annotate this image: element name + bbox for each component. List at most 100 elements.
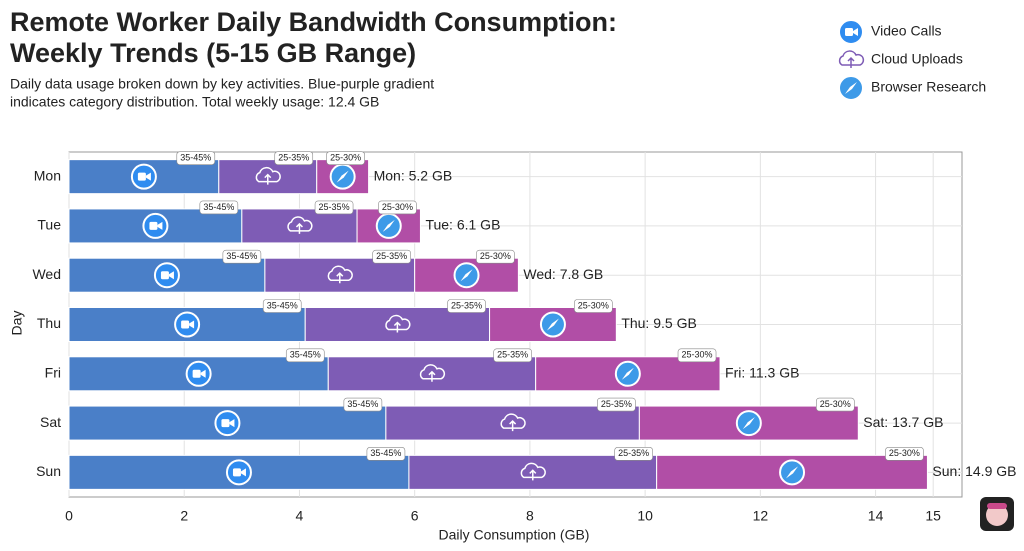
y-axis-label: Day <box>9 311 25 336</box>
range-label-bg <box>574 299 613 313</box>
icon-needle <box>460 269 473 282</box>
range-label-bg <box>476 249 515 264</box>
range-label-bg <box>262 299 302 313</box>
range-label-bg <box>885 447 924 461</box>
icon-lens <box>240 468 246 477</box>
range-label-bg <box>372 249 411 264</box>
icon-arrow <box>847 56 855 68</box>
y-tick-label: Sun <box>36 463 61 479</box>
segment-icon <box>838 19 864 45</box>
x-tick-label: 0 <box>65 508 73 524</box>
x-tick-label: 10 <box>637 508 653 524</box>
range-label-bg <box>677 348 717 363</box>
icon-lens <box>145 172 151 181</box>
range-label: 25-30% <box>889 448 920 458</box>
range-label-bg <box>447 299 486 313</box>
icon-body <box>181 320 190 329</box>
x-tick-label: 15 <box>925 508 941 524</box>
range-label: 35-45% <box>370 448 401 458</box>
range-label: 35-45% <box>203 202 234 212</box>
segment-icon <box>185 360 212 387</box>
total-label: Wed: 7.8 GB <box>523 266 603 282</box>
range-label: 35-45% <box>226 251 257 261</box>
x-axis-label: Daily Consumption (GB) <box>439 527 590 543</box>
range-label: 35-45% <box>347 399 378 409</box>
subtitle-line: Daily data usage broken down by key acti… <box>10 76 434 92</box>
range-label: 25-30% <box>820 399 851 409</box>
icon-body <box>160 271 169 280</box>
total-label: Thu: 9.5 GB <box>621 315 696 331</box>
y-tick-label: Sat <box>40 414 61 430</box>
total-label: Sun: 14.9 GB <box>932 463 1016 479</box>
icon-arrow <box>529 469 537 481</box>
total-label: Sat: 13.7 GB <box>863 414 943 430</box>
range-label-bg <box>493 348 532 363</box>
y-tick-label: Wed <box>32 266 61 282</box>
icon-cloud <box>520 462 546 479</box>
range-label: 25-35% <box>601 399 632 409</box>
legend-label: Browser Research <box>871 79 986 95</box>
range-label: 25-35% <box>618 448 649 458</box>
icon-lens <box>157 221 163 230</box>
icon-cloud <box>838 50 865 66</box>
y-tick-label: Tue <box>37 217 61 233</box>
segment-icon <box>385 314 411 333</box>
icon-lens <box>189 320 195 329</box>
chart-title-line: Weekly Trends (5-15 GB Range) <box>10 38 416 68</box>
icon-needle <box>845 82 857 94</box>
icon-needle <box>742 417 755 430</box>
x-tick-label: 8 <box>526 508 534 524</box>
segment-icon <box>500 413 526 432</box>
icon-cloud <box>500 413 526 429</box>
range-label-bg <box>222 249 262 264</box>
x-tick-label: 4 <box>296 508 304 524</box>
avatar-icon <box>980 497 1014 531</box>
y-tick-label: Mon <box>34 167 61 183</box>
chart-title-line: Remote Worker Daily Bandwidth Consumptio… <box>10 7 617 37</box>
range-label: 25-30% <box>382 202 413 212</box>
icon-body <box>137 172 146 181</box>
range-label: 25-30% <box>682 350 713 360</box>
range-label: 25-30% <box>330 153 361 163</box>
range-label: 35-45% <box>290 350 321 360</box>
segment-icon <box>539 311 566 338</box>
segment-icon <box>453 262 480 289</box>
range-label-bg <box>326 151 365 165</box>
icon-arrow <box>264 173 272 185</box>
range-label-bg <box>614 447 653 461</box>
segment-icon <box>287 216 313 234</box>
segment-icon <box>329 163 356 190</box>
range-label-bg <box>378 200 417 215</box>
icon-cloud <box>287 216 313 232</box>
icon-body <box>232 468 241 477</box>
segment-icon <box>174 311 201 338</box>
icon-needle <box>786 466 799 479</box>
segment-icon <box>614 360 641 387</box>
legend-label: Cloud Uploads <box>871 51 963 67</box>
range-label-bg <box>176 151 216 165</box>
range-label: 25-35% <box>376 251 407 261</box>
range-label-bg <box>815 397 855 412</box>
segment-icon <box>225 459 252 486</box>
range-label-bg <box>314 200 354 215</box>
x-tick-label: 6 <box>411 508 419 524</box>
icon-needle <box>621 367 634 380</box>
y-tick-label: Fri <box>45 364 61 380</box>
icon-cloud <box>255 166 281 183</box>
range-label-bg <box>285 348 325 363</box>
icon-body <box>149 221 158 230</box>
range-label: 25-35% <box>451 300 482 310</box>
range-label: 25-35% <box>497 350 528 360</box>
segment-icon <box>153 262 180 289</box>
icon-arrow <box>428 370 436 382</box>
icon-body <box>845 28 853 36</box>
range-label-bg <box>597 397 636 412</box>
icon-lens <box>200 369 206 378</box>
segment-icon <box>255 166 281 185</box>
icon-arrow <box>509 420 517 432</box>
icon-arrow <box>393 321 401 333</box>
subtitle-line: indicates category distribution. Total w… <box>10 94 379 110</box>
icon-needle <box>546 318 559 331</box>
